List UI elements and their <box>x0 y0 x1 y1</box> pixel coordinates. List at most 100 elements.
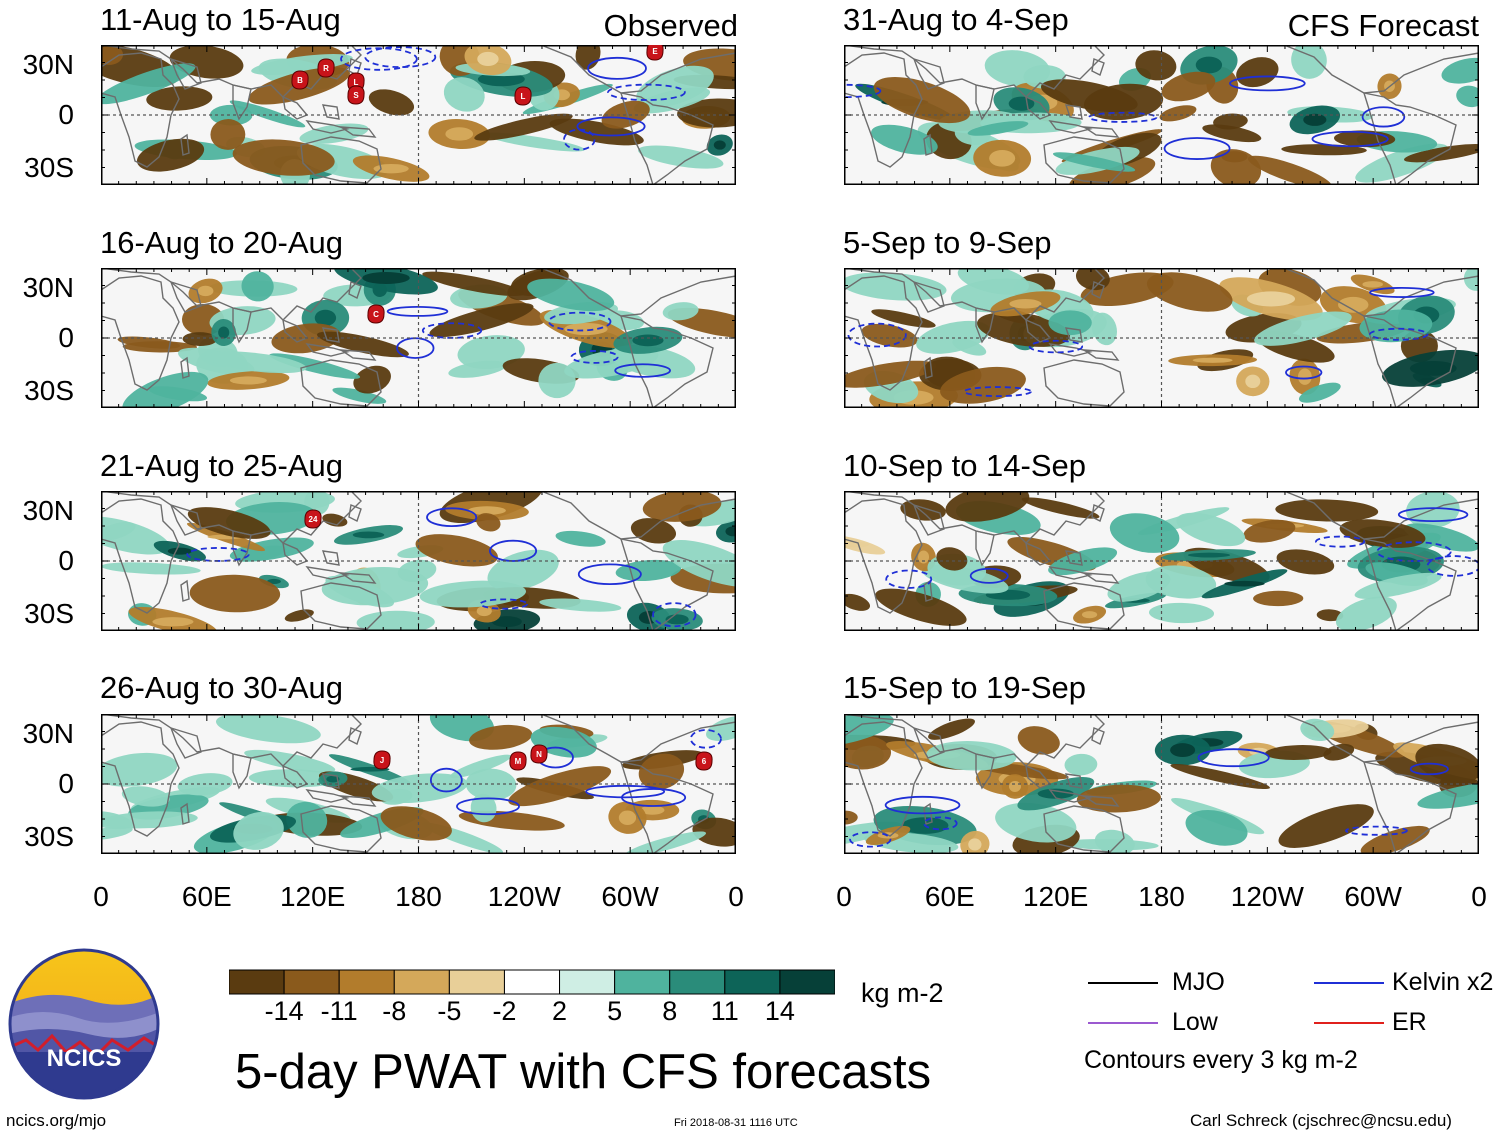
colorbar-tick-label: 14 <box>764 996 795 1026</box>
panel-title: 26-Aug to 30-Aug <box>100 670 344 705</box>
lat-label: 30N <box>22 272 74 303</box>
ncics-logo: NCICS <box>8 948 160 1100</box>
panel-title: 11-Aug to 15-Aug <box>100 2 341 37</box>
map-panel-forecast-1 <box>844 45 1479 185</box>
lon-label: 120W <box>1230 881 1304 912</box>
lon-label: 0 <box>93 881 109 912</box>
colorbar-swatch <box>559 969 616 995</box>
lon-label: 120W <box>487 881 561 912</box>
colorbar-units: kg m-2 <box>861 978 944 1008</box>
svg-text:L: L <box>354 78 359 87</box>
svg-text:L: L <box>521 92 526 101</box>
storm-marker: S <box>347 85 365 105</box>
lat-label: 30S <box>24 821 74 852</box>
map-panel-observed-3: 24 <box>101 491 736 631</box>
map-panel-forecast-2 <box>844 268 1479 408</box>
colorbar-tick-label: -11 <box>320 996 358 1026</box>
observed-header: Observed <box>603 8 738 43</box>
colorbar-swatch <box>448 969 505 995</box>
lon-label: 0 <box>1471 881 1487 912</box>
lon-label: 60W <box>1344 881 1402 912</box>
lat-label: 30N <box>22 49 74 80</box>
colorbar-swatch <box>724 969 781 995</box>
colorbar-tick-label: 2 <box>552 996 568 1026</box>
storm-marker: 6 <box>695 751 713 771</box>
panel-title: 15-Sep to 19-Sep <box>843 670 1087 705</box>
storm-marker: 24 <box>304 509 322 529</box>
lon-label: 60W <box>601 881 659 912</box>
footer-timestamp: Fri 2018-08-31 1116 UTC <box>674 1117 798 1129</box>
lon-label: 120E <box>279 881 346 912</box>
svg-text:24: 24 <box>309 515 318 524</box>
footer-url[interactable]: ncics.org/mjo <box>6 1111 107 1130</box>
lat-label: 30N <box>22 495 74 526</box>
colorbar-swatch <box>779 969 835 995</box>
lat-label: 0 <box>58 768 74 799</box>
logo-text: NCICS <box>47 1045 122 1072</box>
legend-note: Contours every 3 kg m-2 <box>1084 1046 1358 1074</box>
colorbar-swatch <box>229 969 285 995</box>
legend-er-line <box>1314 1022 1384 1024</box>
map-panel-observed-4: J M N 6 <box>101 714 736 854</box>
cfs-forecast-header: CFS Forecast <box>1287 8 1479 43</box>
colorbar <box>229 969 835 995</box>
lat-label: 0 <box>58 545 74 576</box>
legend-kelvin-label: Kelvin x2 <box>1392 968 1494 996</box>
panel-title: 16-Aug to 20-Aug <box>100 225 344 260</box>
storm-marker: C <box>367 304 385 324</box>
lat-label: 30N <box>22 718 74 749</box>
panel-title: 10-Sep to 14-Sep <box>843 448 1087 483</box>
lon-label: 0 <box>836 881 852 912</box>
colorbar-tick-label: 8 <box>662 996 678 1026</box>
map-panel-observed-2: C <box>101 268 736 408</box>
legend-er-label: ER <box>1392 1008 1427 1036</box>
lat-label: 30S <box>24 375 74 406</box>
colorbar-tick-label: 11 <box>710 996 739 1026</box>
storm-marker: B <box>291 70 309 90</box>
colorbar-swatch <box>393 969 450 995</box>
main-title: 5-day PWAT with CFS forecasts <box>235 1045 932 1099</box>
lon-label: 60E <box>181 881 232 912</box>
footer-author: Carl Schreck (cjschrec@ncsu.edu) <box>1190 1111 1452 1130</box>
colorbar-swatch <box>614 969 671 995</box>
colorbar-swatch <box>669 969 726 995</box>
colorbar-swatch <box>338 969 395 995</box>
lon-label: 0 <box>728 881 744 912</box>
svg-text:M: M <box>515 757 522 766</box>
svg-text:6: 6 <box>702 757 707 766</box>
lon-label: 180 <box>1138 881 1185 912</box>
storm-marker: M <box>509 751 527 771</box>
legend-kelvin-line <box>1314 982 1384 984</box>
colorbar-tick-label: -5 <box>437 996 462 1026</box>
legend-low-line <box>1088 1022 1158 1024</box>
legend-low-label: Low <box>1172 1008 1218 1036</box>
colorbar-swatch <box>503 969 561 995</box>
storm-marker: R <box>317 58 335 78</box>
lat-label: 30S <box>24 598 74 629</box>
storm-marker: E <box>646 45 664 61</box>
svg-text:B: B <box>297 76 303 85</box>
legend-mjo-line <box>1088 982 1158 984</box>
lon-label: 60E <box>924 881 975 912</box>
svg-text:R: R <box>323 64 329 73</box>
svg-text:E: E <box>652 47 658 56</box>
colorbar-swatch <box>283 969 340 995</box>
storm-marker: N <box>530 744 548 764</box>
lat-label: 0 <box>58 322 74 353</box>
storm-marker: J <box>373 750 391 770</box>
svg-text:J: J <box>380 756 384 765</box>
panel-title: 21-Aug to 25-Aug <box>100 448 344 483</box>
svg-text:N: N <box>536 750 542 759</box>
svg-text:S: S <box>353 91 359 100</box>
legend-mjo-label: MJO <box>1172 968 1225 996</box>
panel-title: 5-Sep to 9-Sep <box>843 225 1052 260</box>
map-panel-forecast-4 <box>844 714 1479 854</box>
colorbar-tick-label: -8 <box>382 996 407 1026</box>
svg-text:C: C <box>373 310 379 319</box>
lon-label: 120E <box>1022 881 1089 912</box>
lon-label: 180 <box>395 881 442 912</box>
colorbar-tick-label: -14 <box>264 996 304 1026</box>
colorbar-tick-label: -2 <box>492 996 517 1026</box>
colorbar-tick-label: 5 <box>607 996 623 1026</box>
